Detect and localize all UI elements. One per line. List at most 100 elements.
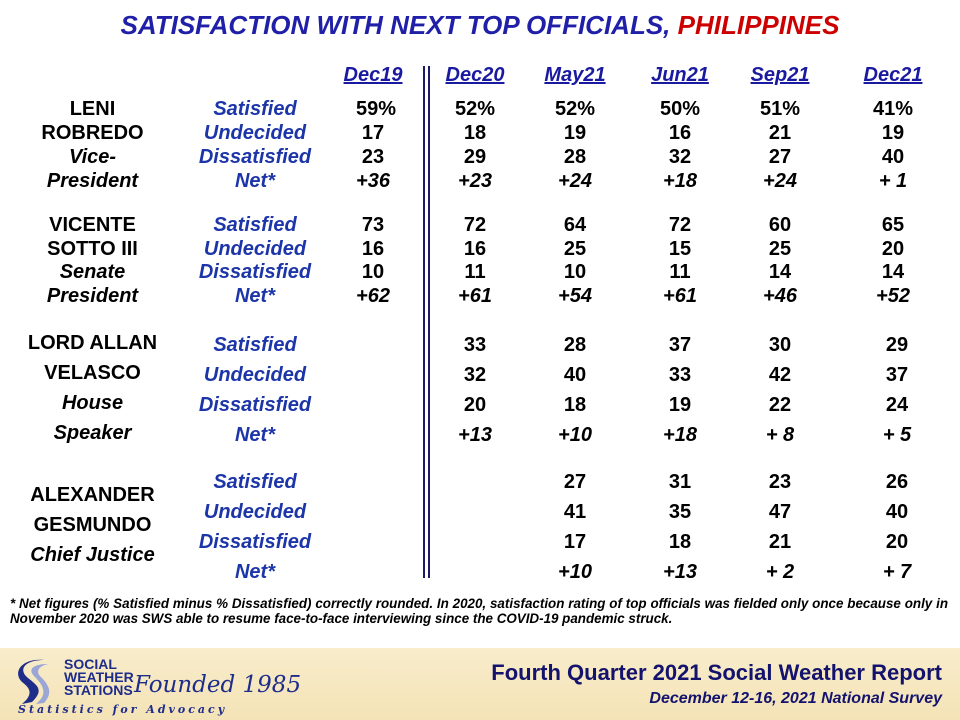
table-cell: 18 [668, 531, 692, 553]
column-header-dec21: Dec21 [863, 64, 923, 86]
official-name-line: President [46, 285, 139, 307]
table-cell: 31 [668, 471, 692, 493]
table-cell: 40 [885, 501, 909, 523]
table-cell: + 2 [765, 561, 795, 583]
table-cell: 26 [885, 471, 909, 493]
table-cell: 73 [361, 214, 385, 236]
footer-band [0, 648, 960, 720]
table-cell: +54 [558, 285, 592, 307]
table-cell: 65 [881, 214, 905, 236]
table-cell: +46 [763, 285, 797, 307]
logo-founded: Founded 1985 [134, 672, 302, 698]
table-cell: 42 [768, 364, 792, 386]
official-name-line: ALEXANDER [30, 484, 155, 506]
metric-label-undecided: Undecided [203, 501, 307, 523]
table-cell: +61 [458, 285, 492, 307]
table-cell: 15 [668, 238, 692, 260]
table-cell: 20 [885, 531, 909, 553]
official-name-line: SOTTO III [47, 238, 138, 260]
page-title: SATISFACTION WITH NEXT TOP OFFICIALS, PH… [0, 10, 960, 41]
logo-line-2: WEATHER [64, 669, 134, 685]
table-cell: 18 [463, 122, 487, 144]
table-cell: 23 [768, 471, 792, 493]
table-cell: 11 [669, 261, 691, 283]
table-cell: 25 [768, 238, 792, 260]
metric-label-dissatisfied: Dissatisfied [198, 261, 312, 283]
table-cell: 24 [885, 394, 909, 416]
table-cell: 16 [463, 238, 487, 260]
official-name-line: VELASCO [44, 362, 141, 384]
table-cell: 33 [463, 334, 487, 356]
metric-label-satisfied: Satisfied [213, 334, 297, 356]
table-cell: 50% [659, 98, 701, 120]
table-cell: + 7 [882, 561, 912, 583]
table-cell: 21 [768, 531, 792, 553]
metric-label-net: Net* [234, 561, 275, 583]
official-name-line: President [46, 170, 139, 192]
table-cell: 37 [668, 334, 692, 356]
metric-label-undecided: Undecided [203, 122, 307, 144]
table-cell: 21 [768, 122, 792, 144]
table-cell: +10 [558, 561, 592, 583]
table-cell: 33 [668, 364, 692, 386]
table-cell: 40 [563, 364, 587, 386]
metric-label-dissatisfied: Dissatisfied [198, 146, 312, 168]
table-cell: 72 [463, 214, 487, 236]
column-divider-right [428, 66, 430, 578]
official-name-line: LORD ALLAN [27, 332, 158, 354]
table-cell: 59% [355, 98, 397, 120]
table-cell: +18 [663, 170, 697, 192]
table-cell: +36 [356, 170, 390, 192]
official-name-line: GESMUNDO [33, 514, 152, 536]
column-header-dec20: Dec20 [445, 64, 505, 86]
table-cell: 19 [881, 122, 905, 144]
column-header-sep21: Sep21 [750, 64, 810, 86]
official-name-line: Chief Justice [30, 544, 155, 566]
title-main: SATISFACTION WITH NEXT TOP OFFICIALS, [120, 10, 671, 40]
table-cell: 16 [668, 122, 692, 144]
table-cell: 41% [872, 98, 914, 120]
table-cell: 29 [885, 334, 909, 356]
table-cell: +13 [458, 424, 492, 446]
table-cell: 18 [563, 394, 587, 416]
sws-logo-mark [14, 656, 52, 708]
table-cell: 27 [563, 471, 587, 493]
table-cell: 60 [768, 214, 792, 236]
column-header-jun21: Jun21 [651, 64, 709, 86]
table-cell: 37 [885, 364, 909, 386]
table-cell: 28 [563, 146, 587, 168]
table-cell: 25 [563, 238, 587, 260]
table-cell: 17 [361, 122, 385, 144]
table-cell: 20 [463, 394, 487, 416]
table-cell: 28 [563, 334, 587, 356]
table-cell: +52 [876, 285, 910, 307]
metric-label-undecided: Undecided [203, 364, 307, 386]
table-cell: + 5 [882, 424, 912, 446]
table-cell: 51% [759, 98, 801, 120]
table-cell: +24 [558, 170, 592, 192]
logo-line-3: STATIONS [64, 682, 133, 698]
metric-label-undecided: Undecided [203, 238, 307, 260]
table-cell: 29 [463, 146, 487, 168]
table-cell: 52% [454, 98, 496, 120]
table-cell: +13 [663, 561, 697, 583]
metric-label-net: Net* [234, 285, 275, 307]
table-cell: 19 [668, 394, 692, 416]
table-cell: 23 [361, 146, 385, 168]
table-cell: 47 [768, 501, 792, 523]
official-name-line: Speaker [53, 422, 132, 444]
survey-line: December 12-16, 2021 National Survey [649, 690, 942, 707]
table-cell: 52% [554, 98, 596, 120]
table-cell: +24 [763, 170, 797, 192]
metric-label-satisfied: Satisfied [213, 214, 297, 236]
logo-line-1: SOCIAL [64, 656, 117, 672]
table-cell: 35 [668, 501, 692, 523]
table-cell: 19 [563, 122, 587, 144]
metric-label-dissatisfied: Dissatisfied [198, 531, 312, 553]
table-cell: +62 [356, 285, 390, 307]
column-divider-left [423, 66, 425, 578]
column-header-may21: May21 [544, 64, 606, 86]
table-cell: 14 [768, 261, 792, 283]
table-cell: 32 [668, 146, 692, 168]
logo-tagline: Statistics for Advocacy [18, 703, 228, 716]
